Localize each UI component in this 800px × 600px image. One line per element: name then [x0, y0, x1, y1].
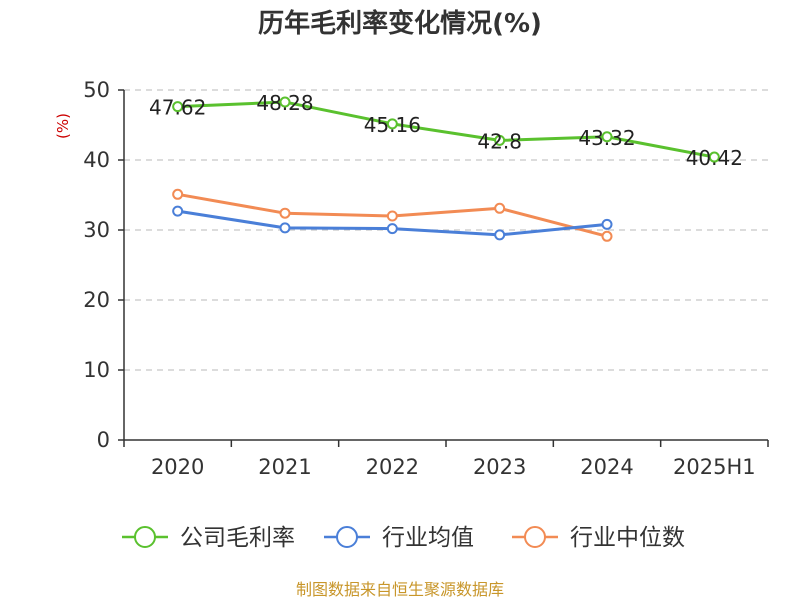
data-point	[279, 207, 291, 219]
x-tick-label: 2022	[366, 455, 419, 479]
legend-label: 行业中位数	[570, 525, 685, 551]
y-tick-label: 20	[83, 288, 110, 312]
data-label: 43.32	[578, 126, 635, 150]
x-tick-label: 2023	[473, 455, 526, 479]
x-tick-label: 2025H1	[673, 455, 756, 479]
data-point	[494, 202, 506, 214]
x-tick-label: 2020	[151, 455, 204, 479]
data-point	[172, 101, 184, 113]
data-point	[601, 218, 613, 230]
data-point	[279, 96, 291, 108]
data-point	[386, 210, 398, 222]
legend-circle-icon	[134, 526, 156, 548]
source-note: 制图数据来自恒生聚源数据库	[296, 580, 504, 599]
data-label: 47.62	[149, 96, 206, 120]
data-point	[708, 151, 720, 163]
data-point	[172, 188, 184, 200]
data-label: 45.16	[364, 113, 421, 137]
y-tick-label: 40	[83, 148, 110, 172]
series-line	[176, 100, 716, 159]
data-point	[386, 223, 398, 235]
data-point	[601, 131, 613, 143]
legend-label: 公司毛利率	[180, 525, 295, 551]
data-label: 48.28	[256, 91, 313, 115]
data-labels: 47.62 48.28 45.16 42.8 43.32 40.42	[149, 91, 743, 170]
y-tick-label: 30	[83, 218, 110, 242]
data-point	[172, 205, 184, 217]
legend: 公司毛利率 行业均值 行业中位数	[122, 525, 685, 551]
chart-title: 历年毛利率变化情况(%)	[258, 8, 542, 39]
y-tick-label: 50	[83, 78, 110, 102]
legend-circle-icon	[524, 526, 546, 548]
x-tick-label: 2024	[580, 455, 633, 479]
data-point	[279, 222, 291, 234]
y-tick-label: 0	[97, 428, 110, 452]
data-label: 42.8	[477, 129, 522, 153]
axes: 0 10 20 30 40 50 2020 2021 2022 2023 2024 2025H1	[83, 78, 769, 479]
data-point	[494, 134, 506, 146]
y-axis-unit-label: (%)	[54, 113, 72, 139]
grid	[124, 89, 768, 371]
x-tick-label: 2021	[258, 455, 311, 479]
y-tick-label: 10	[83, 358, 110, 382]
legend-circle-icon	[336, 526, 358, 548]
legend-label: 行业均值	[382, 525, 474, 551]
data-point	[386, 118, 398, 130]
data-point	[494, 229, 506, 241]
series	[172, 96, 720, 242]
data-point	[601, 230, 613, 242]
data-label: 40.42	[686, 146, 743, 170]
